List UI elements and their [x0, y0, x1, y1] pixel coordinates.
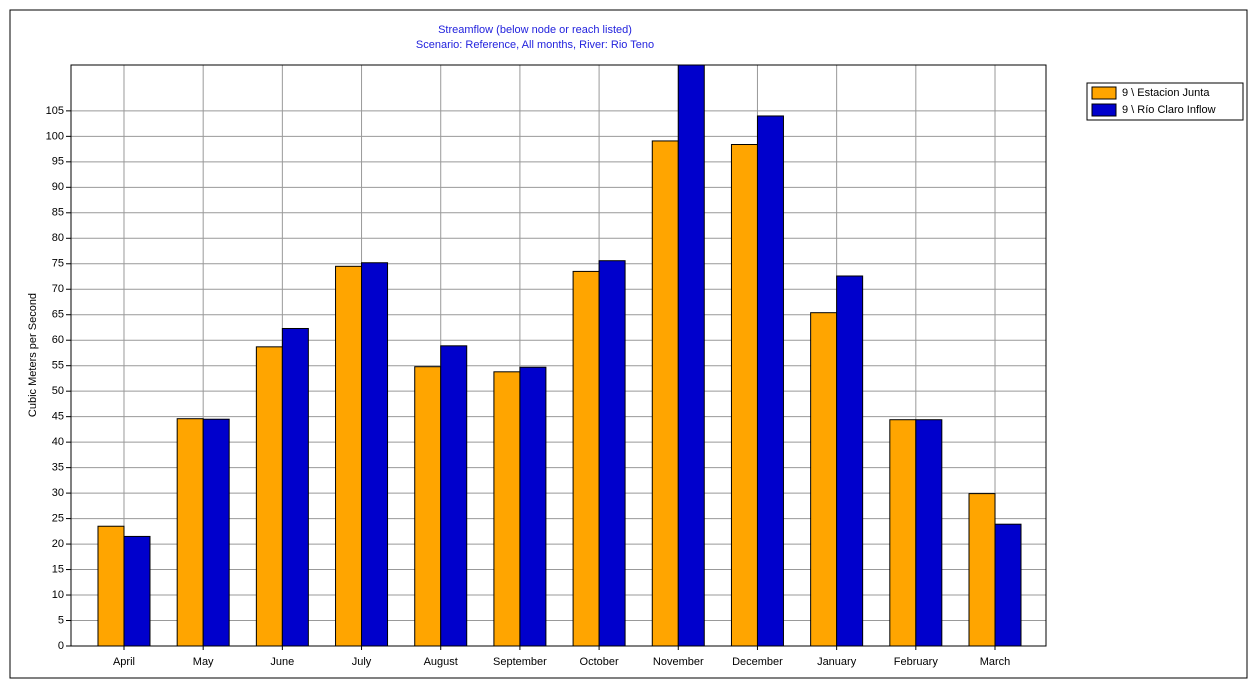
y-tick-label: 5 — [58, 614, 64, 626]
x-tick-label: October — [580, 656, 619, 668]
bar — [756, 115, 784, 647]
bar — [519, 366, 547, 647]
legend-swatch — [1091, 86, 1117, 100]
y-tick-label: 95 — [52, 156, 64, 168]
bar — [968, 493, 996, 647]
bar — [202, 418, 230, 647]
bar — [651, 140, 679, 647]
bar — [730, 144, 758, 647]
y-tick-label: 60 — [52, 334, 64, 346]
y-tick-label: 20 — [52, 538, 64, 550]
x-tick-label: April — [113, 656, 135, 668]
y-tick-label: 50 — [52, 385, 64, 397]
bar — [361, 262, 389, 647]
chart-subtitle: Scenario: Reference, All months, River: … — [416, 39, 654, 51]
bar — [123, 535, 151, 647]
y-tick-label: 65 — [52, 309, 64, 321]
chart-title: Streamflow (below node or reach listed) — [438, 24, 632, 36]
y-tick-label: 70 — [52, 283, 64, 295]
x-tick-label: September — [493, 656, 547, 668]
y-tick-label: 0 — [58, 640, 64, 652]
bar — [97, 525, 125, 647]
y-tick-label: 35 — [52, 462, 64, 474]
y-tick-label: 100 — [46, 130, 64, 142]
bar — [572, 270, 600, 647]
bar — [414, 366, 442, 647]
x-tick-label: July — [352, 656, 372, 668]
bar — [255, 346, 283, 647]
bar — [889, 419, 917, 647]
x-tick-label: March — [980, 656, 1011, 668]
y-tick-label: 10 — [52, 589, 64, 601]
bar — [810, 312, 838, 647]
x-tick-label: February — [894, 656, 939, 668]
legend-label: 9 \ Río Claro Inflow — [1122, 104, 1216, 116]
y-tick-label: 45 — [52, 411, 64, 423]
bar — [598, 260, 626, 647]
bar — [677, 64, 705, 647]
x-tick-label: May — [193, 656, 214, 668]
y-tick-label: 30 — [52, 487, 64, 499]
y-tick-label: 55 — [52, 360, 64, 372]
bar — [915, 419, 943, 647]
y-axis-label: Cubic Meters per Second — [27, 293, 39, 417]
plot-border — [70, 64, 1047, 647]
x-tick-label: August — [424, 656, 458, 668]
legend-swatch — [1091, 103, 1117, 117]
bar — [493, 371, 521, 647]
x-tick-label: November — [653, 656, 704, 668]
bar — [335, 265, 363, 647]
bar — [281, 327, 309, 647]
x-tick-label: June — [270, 656, 294, 668]
x-tick-label: December — [732, 656, 783, 668]
y-tick-label: 90 — [52, 181, 64, 193]
y-tick-label: 85 — [52, 207, 64, 219]
legend-label: 9 \ Estacion Junta — [1122, 87, 1210, 99]
y-tick-label: 80 — [52, 232, 64, 244]
bar — [836, 275, 864, 647]
y-tick-label: 15 — [52, 563, 64, 575]
bar — [994, 523, 1022, 647]
bar — [176, 418, 204, 647]
y-tick-label: 25 — [52, 512, 64, 524]
x-tick-label: January — [817, 656, 857, 668]
bar — [440, 345, 468, 647]
y-tick-label: 75 — [52, 258, 64, 270]
y-tick-label: 40 — [52, 436, 64, 448]
y-tick-label: 105 — [46, 105, 64, 117]
